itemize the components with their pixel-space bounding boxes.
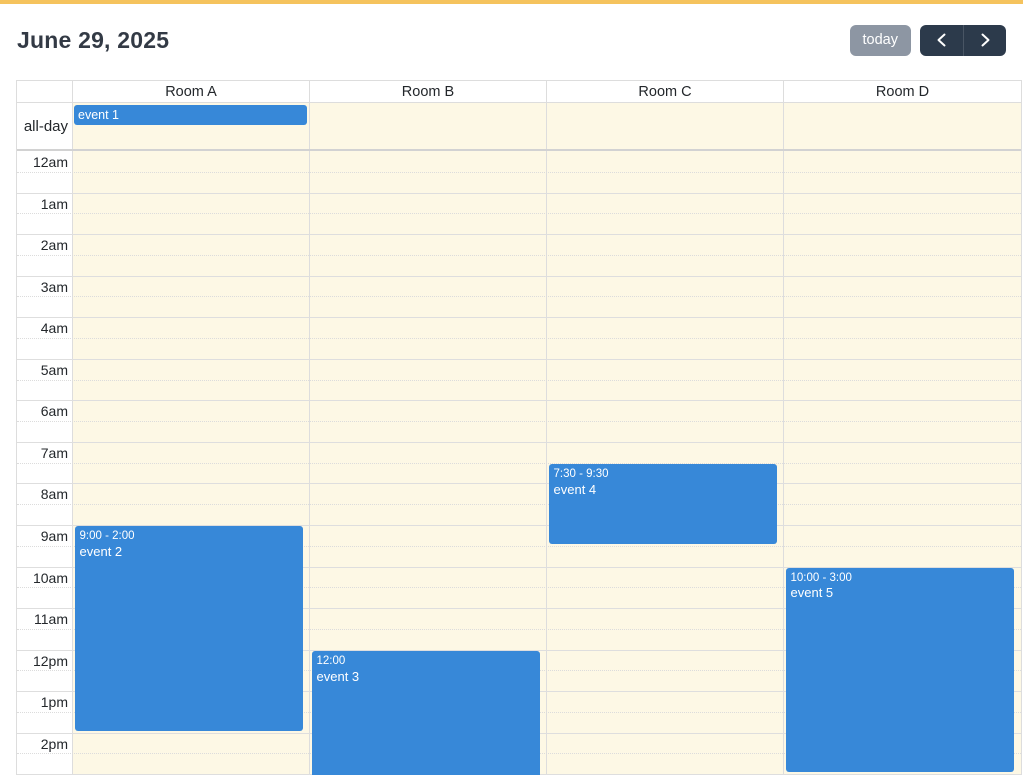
half-hour-line bbox=[17, 628, 1021, 630]
slot-label-1am: 1am bbox=[40, 195, 68, 212]
all-day-lanes: event 1 bbox=[73, 103, 1021, 149]
hour-line bbox=[17, 358, 1021, 360]
hour-line bbox=[17, 483, 1021, 485]
page-title: June 29, 2025 bbox=[17, 26, 170, 53]
event-event-2[interactable]: 9:00 - 2:00 event 2 bbox=[74, 525, 303, 731]
half-hour-line bbox=[17, 587, 1021, 589]
slot-label-1pm: 1pm bbox=[40, 694, 68, 711]
resource-header-room-a: Room A bbox=[73, 81, 310, 102]
half-hour-line bbox=[17, 379, 1021, 381]
slot-label-2am: 2am bbox=[40, 237, 68, 254]
slot-label-2pm: 2pm bbox=[40, 735, 68, 752]
slot-label-7am: 7am bbox=[40, 444, 68, 461]
resource-header-room-c: Room C bbox=[547, 81, 784, 102]
nav-button-group bbox=[920, 24, 1006, 56]
time-grid: 12am 1am 2am 3am 4am 5am 6am 7am 8am 9am 10am 11am 1… bbox=[17, 151, 1021, 775]
half-hour-line bbox=[17, 337, 1021, 339]
half-hour-line bbox=[17, 421, 1021, 423]
slot-label-9am: 9am bbox=[40, 527, 68, 544]
hour-line bbox=[17, 317, 1021, 319]
hour-line bbox=[17, 524, 1021, 526]
today-button[interactable]: today bbox=[849, 24, 911, 56]
slot-label-11am: 11am bbox=[34, 611, 68, 628]
resource-header-row: Room A Room B Room C Room D bbox=[17, 81, 1021, 103]
slot-label-12am: 12am bbox=[32, 154, 68, 170]
slot-label-12pm: 12pm bbox=[32, 652, 68, 669]
half-hour-line bbox=[17, 171, 1021, 173]
event-title: event 1 bbox=[78, 108, 120, 122]
all-day-lane-room-b[interactable] bbox=[310, 103, 547, 149]
hour-line bbox=[17, 441, 1021, 443]
hour-line bbox=[17, 234, 1021, 236]
event-event-1[interactable]: event 1 bbox=[74, 105, 307, 125]
hour-line bbox=[17, 400, 1021, 402]
slot-label-5am: 5am bbox=[40, 361, 68, 378]
hour-line bbox=[17, 275, 1021, 277]
hour-line bbox=[17, 649, 1021, 651]
event-title: event 2 bbox=[79, 543, 123, 559]
event-event-3[interactable]: 12:00 event 3 bbox=[311, 650, 540, 775]
slot-label-4am: 4am bbox=[40, 320, 68, 337]
event-title: event 5 bbox=[790, 585, 834, 601]
prev-button[interactable] bbox=[920, 25, 963, 56]
hour-line bbox=[17, 566, 1021, 568]
event-title: event 3 bbox=[316, 668, 360, 684]
event-time: 10:00 - 3:00 bbox=[790, 571, 852, 584]
half-hour-line bbox=[17, 504, 1021, 506]
all-day-label: all-day bbox=[17, 103, 73, 149]
half-hour-line bbox=[17, 462, 1021, 464]
next-button[interactable] bbox=[963, 24, 1006, 56]
all-day-lane-room-a[interactable]: event 1 bbox=[73, 103, 310, 149]
event-time: 9:00 - 2:00 bbox=[79, 529, 135, 542]
calendar-header: June 29, 2025 today bbox=[17, 14, 1006, 66]
chevron-left-icon bbox=[937, 33, 946, 47]
all-day-row: all-day event 1 bbox=[17, 103, 1021, 151]
event-time: 12:00 bbox=[316, 654, 346, 667]
event-title: event 4 bbox=[553, 481, 597, 497]
half-hour-line bbox=[17, 254, 1021, 256]
slot-label-10am: 10am bbox=[32, 569, 68, 586]
hour-line bbox=[17, 608, 1021, 610]
half-hour-line bbox=[17, 296, 1021, 298]
slot-label-6am: 6am bbox=[40, 403, 68, 420]
accent-topbar bbox=[0, 0, 1023, 4]
half-hour-line bbox=[17, 213, 1021, 215]
all-day-lane-room-c[interactable] bbox=[547, 103, 784, 149]
chevron-right-icon bbox=[981, 33, 989, 47]
calendar-grid: Room A Room B Room C Room D all-day event 1… bbox=[16, 80, 1022, 775]
half-hour-line bbox=[17, 545, 1021, 547]
all-day-lane-room-d[interactable] bbox=[784, 103, 1021, 149]
axis-header-spacer bbox=[17, 81, 73, 102]
event-event-4[interactable]: 7:30 - 9:30 event 4 bbox=[548, 463, 777, 544]
slot-label-3am: 3am bbox=[40, 278, 68, 295]
hour-line bbox=[17, 192, 1021, 194]
event-time: 7:30 - 9:30 bbox=[553, 467, 609, 480]
toolbar: today bbox=[849, 24, 1006, 56]
slot-label-8am: 8am bbox=[40, 486, 68, 503]
resource-header-room-d: Room D bbox=[875, 83, 930, 100]
event-event-5[interactable]: 10:00 - 3:00 event 5 bbox=[785, 567, 1014, 773]
resource-header-room-b: Room B bbox=[310, 81, 547, 102]
